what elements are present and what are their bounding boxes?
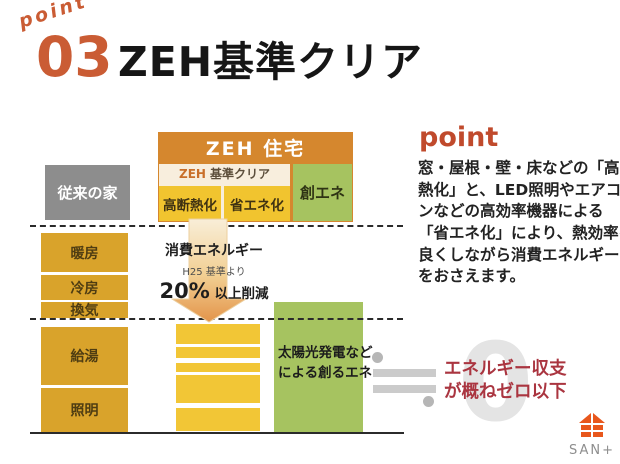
zeh-bar-segment [176, 324, 260, 344]
high-insulation-box: 高断熱化 [159, 186, 221, 221]
zeh-band-rest: 基準クリア [209, 167, 270, 181]
zeh-house-header: ZEH 住宅 [205, 138, 306, 160]
point-description: 窓・屋根・壁・床などの「高断 熱化」と、LED照明やエアコ ンなどの高効率機器に… [418, 159, 620, 286]
conventional-house-label: 従来の家 [45, 165, 130, 220]
zeh-bar-segment [176, 408, 260, 431]
page-title: ZEH基準クリア [118, 38, 424, 86]
point-number: 03 [36, 25, 113, 89]
create-energy-box: 創エネ [293, 164, 352, 221]
dashed-line-middle [30, 318, 403, 320]
logo-text: SAN+ [568, 443, 615, 458]
approx-equals-icon [373, 369, 436, 377]
energy-saving-box: 省エネ化 [224, 186, 290, 221]
percent-value: 20% [159, 279, 210, 303]
approx-equals-icon [423, 396, 434, 407]
reduction-arrow-icon [170, 218, 248, 323]
zeh-house-block: ZEH 住宅 ZEH 基準クリア 高断熱化 省エネ化 創エネ [158, 132, 353, 222]
percent-suffix: 以上削減 [209, 286, 269, 302]
bar-lighting: 照明 [41, 388, 128, 432]
baseline [30, 432, 404, 434]
bar-heating: 暖房 [41, 233, 128, 272]
zeh-bar-segment [176, 363, 260, 372]
zeh-band-zeh: ZEH [179, 166, 206, 181]
bar-ventilation: 換気 [41, 302, 128, 319]
solar-power-label: 太陽光発電など による創るエネ [278, 345, 373, 381]
approx-equals-icon [372, 352, 383, 363]
point-heading: point [419, 122, 499, 153]
reduction-percent-text: 20% 以上削減 [156, 279, 272, 303]
zeh-bar-segment [176, 375, 260, 403]
created-energy-bar [274, 302, 363, 432]
energy-balance-label: エネルギー収支 が概ねゼロ以下 [444, 359, 567, 402]
h25-standard-text: H25 基準より [182, 267, 246, 278]
zeh-standard-panel: ZEH 基準クリア 高断熱化 省エネ化 [159, 164, 290, 221]
zeh-standard-clear-band: ZEH 基準クリア [159, 164, 290, 183]
consumption-reduction-label: 消費エネルギー H25 基準より 20% 以上削減 [156, 240, 272, 303]
zeh-bar-segment [176, 347, 260, 358]
approx-equals-icon [373, 385, 436, 393]
house-icon [579, 413, 605, 437]
zero-watermark: 0 [458, 321, 534, 446]
bar-cooling: 冷房 [41, 275, 128, 300]
consumption-energy-text: 消費エネルギー [165, 243, 263, 259]
bar-hot-water: 給湯 [41, 327, 128, 385]
sanplus-logo: SAN+ [566, 412, 618, 458]
